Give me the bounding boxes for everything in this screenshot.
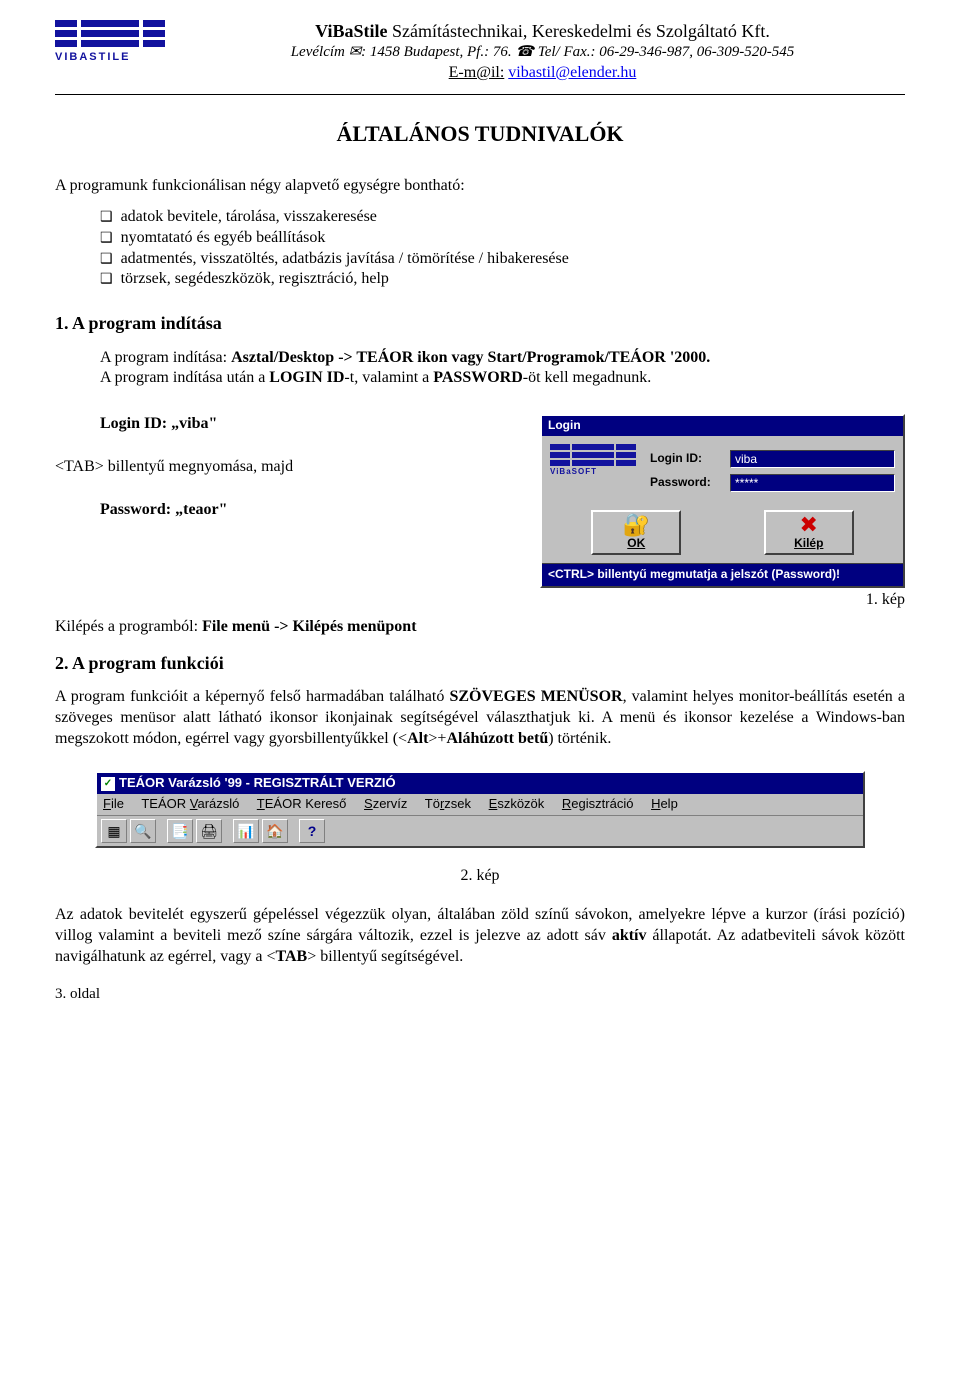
toolbar-btn-2[interactable]: 🔍 [130, 819, 156, 843]
exit-instruction: Kilépés a programból: File menü -> Kilép… [55, 617, 905, 638]
password-input[interactable] [730, 474, 895, 492]
company-logo: VIBASTILE [55, 20, 165, 69]
login-instructions: Login ID: „viba" <TAB> billentyű megnyom… [55, 414, 540, 542]
bullet-list: adatok bevitele, tárolása, visszakeresés… [55, 207, 905, 290]
app-window-screenshot: ✓ TEÁOR Varázsló '99 - REGISZTRÁLT VERZI… [95, 771, 865, 848]
key-lock-icon: 🔐 [595, 514, 677, 536]
menu-file[interactable]: File [103, 796, 124, 811]
section-1-body: A program indítása: Asztal/Desktop -> TE… [55, 348, 905, 390]
email-link[interactable]: vibastil@elender.hu [508, 64, 636, 81]
email-line: E-m@il: vibastil@elender.hu [180, 63, 905, 84]
figure-2-caption: 2. kép [55, 866, 905, 887]
toolbar: ▦ 🔍 📑 🖨 📊 🏠 ? [97, 816, 863, 846]
intro-text: A programunk funkcionálisan négy alapvet… [55, 176, 905, 197]
header: VIBASTILE ViBaStile Számítástechnikai, K… [55, 20, 905, 84]
divider [55, 94, 905, 95]
app-icon: ✓ [101, 777, 115, 791]
dialog-logo: ViBaSOFT [550, 444, 650, 498]
section-2-para: A program funkcióit a képernyő felső har… [55, 687, 905, 749]
section-1-title: 1. A program indítása [55, 312, 905, 335]
list-item: törzsek, segédeszközök, regisztráció, he… [100, 269, 905, 290]
list-item: nyomtatató és egyéb beállítások [100, 228, 905, 249]
page-title: ÁLTALÁNOS TUDNIVALÓK [55, 120, 905, 149]
password-label: Password: [650, 475, 730, 491]
figure-1-caption: 1. kép [540, 590, 905, 611]
dialog-title: Login [542, 416, 903, 436]
toolbar-btn-help[interactable]: ? [299, 819, 325, 843]
list-item: adatok bevitele, tárolása, visszakeresés… [100, 207, 905, 228]
menu-teaor-kereso[interactable]: TEÁOR Kereső [257, 796, 347, 811]
company-address: Levélcím ✉: 1458 Budapest, Pf.: 76. ☎ Te… [180, 43, 905, 63]
company-name: ViBaStile Számítástechnikai, Kereskedelm… [180, 20, 905, 43]
menu-torzsek[interactable]: Törzsek [425, 796, 471, 811]
final-para: Az adatok bevitelét egyszerű gépeléssel … [55, 905, 905, 967]
svg-text:VIBASTILE: VIBASTILE [55, 51, 130, 62]
dialog-status: <CTRL> billentyű megmutatja a jelszót (P… [542, 563, 903, 586]
toolbar-btn-5[interactable]: 📊 [233, 819, 259, 843]
ok-button[interactable]: 🔐 OK [591, 510, 681, 556]
list-item: adatmentés, visszatöltés, adatbázis javí… [100, 249, 905, 270]
menu-regisztracio[interactable]: Regisztráció [562, 796, 634, 811]
login-dialog: Login ViBaSOFT Login ID: [540, 414, 905, 588]
menu-eszkozok[interactable]: Eszközök [489, 796, 545, 811]
close-icon: ✖ [768, 514, 850, 536]
toolbar-btn-6[interactable]: 🏠 [262, 819, 288, 843]
menu-help[interactable]: Help [651, 796, 678, 811]
section-2-title: 2. A program funkciói [55, 652, 905, 675]
toolbar-btn-3[interactable]: 📑 [167, 819, 193, 843]
menu-szerviz[interactable]: Szervíz [364, 796, 407, 811]
app-titlebar: ✓ TEÁOR Varázsló '99 - REGISZTRÁLT VERZI… [97, 773, 863, 794]
toolbar-btn-4[interactable]: 🖨 [196, 819, 222, 843]
login-id-label: Login ID: [650, 451, 730, 467]
cancel-button[interactable]: ✖ Kilép [764, 510, 854, 556]
menubar: File TEÁOR Varázsló TEÁOR Kereső Szervíz… [97, 794, 863, 816]
page-footer: 3. oldal [55, 985, 905, 1005]
toolbar-btn-1[interactable]: ▦ [101, 819, 127, 843]
menu-teaor-varazslo[interactable]: TEÁOR Varázsló [141, 796, 239, 811]
login-id-input[interactable] [730, 450, 895, 468]
